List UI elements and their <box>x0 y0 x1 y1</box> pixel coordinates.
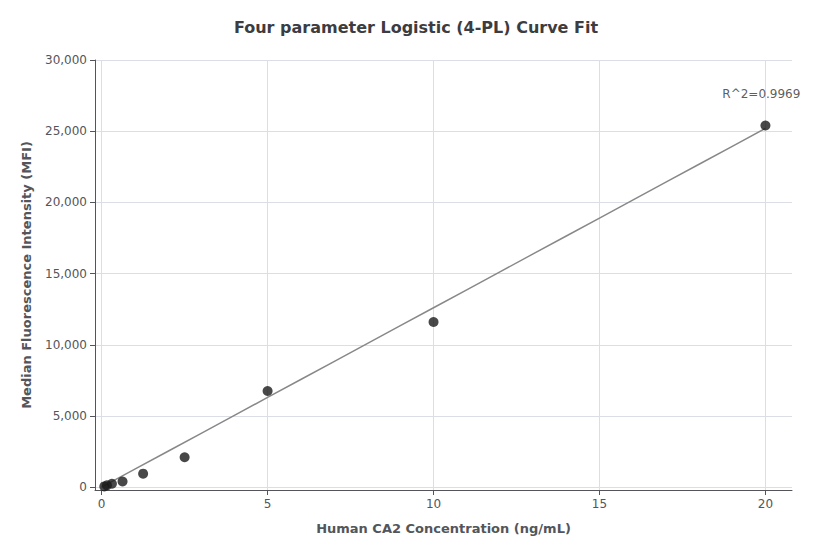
svg-text:25,000: 25,000 <box>45 124 87 138</box>
svg-text:0: 0 <box>98 497 106 511</box>
svg-text:20,000: 20,000 <box>45 195 87 209</box>
svg-text:R^2=0.9969: R^2=0.9969 <box>722 87 800 101</box>
svg-text:15: 15 <box>592 497 607 511</box>
svg-text:30,000: 30,000 <box>45 53 87 67</box>
svg-text:Median Fluorescence Intensity: Median Fluorescence Intensity (MFI) <box>19 141 34 409</box>
svg-text:15,000: 15,000 <box>45 267 87 281</box>
svg-text:20: 20 <box>758 497 773 511</box>
svg-text:Human CA2 Concentration (ng/mL: Human CA2 Concentration (ng/mL) <box>316 521 571 536</box>
svg-text:5: 5 <box>264 497 272 511</box>
svg-text:0: 0 <box>79 480 87 494</box>
svg-text:Four parameter Logistic (4-PL): Four parameter Logistic (4-PL) Curve Fit <box>234 18 599 37</box>
svg-text:5,000: 5,000 <box>53 409 87 423</box>
svg-text:10: 10 <box>426 497 441 511</box>
svg-text:10,000: 10,000 <box>45 338 87 352</box>
